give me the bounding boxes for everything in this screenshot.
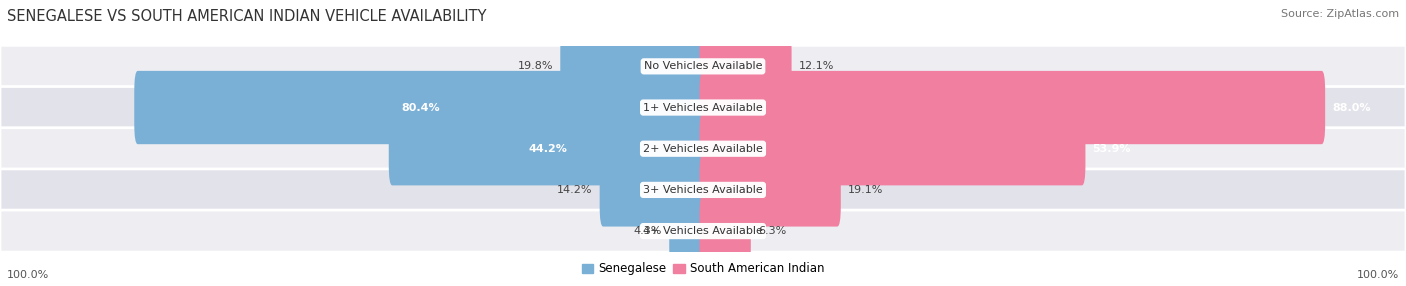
Text: SENEGALESE VS SOUTH AMERICAN INDIAN VEHICLE AVAILABILITY: SENEGALESE VS SOUTH AMERICAN INDIAN VEHI… — [7, 9, 486, 23]
Text: 53.9%: 53.9% — [1092, 144, 1130, 154]
Text: 100.0%: 100.0% — [7, 270, 49, 280]
Text: No Vehicles Available: No Vehicles Available — [644, 61, 762, 71]
Text: 4+ Vehicles Available: 4+ Vehicles Available — [643, 226, 763, 236]
FancyBboxPatch shape — [0, 210, 1406, 252]
Text: 19.1%: 19.1% — [848, 185, 883, 195]
Text: Source: ZipAtlas.com: Source: ZipAtlas.com — [1281, 9, 1399, 19]
FancyBboxPatch shape — [0, 128, 1406, 170]
Text: 100.0%: 100.0% — [1357, 270, 1399, 280]
Text: 44.2%: 44.2% — [529, 144, 567, 154]
FancyBboxPatch shape — [388, 112, 707, 185]
Text: 3+ Vehicles Available: 3+ Vehicles Available — [643, 185, 763, 195]
FancyBboxPatch shape — [560, 30, 707, 103]
FancyBboxPatch shape — [0, 45, 1406, 87]
FancyBboxPatch shape — [700, 112, 1085, 185]
Text: 12.1%: 12.1% — [799, 61, 834, 71]
Text: 19.8%: 19.8% — [517, 61, 554, 71]
FancyBboxPatch shape — [599, 153, 707, 227]
FancyBboxPatch shape — [700, 194, 751, 268]
Legend: Senegalese, South American Indian: Senegalese, South American Indian — [576, 258, 830, 280]
FancyBboxPatch shape — [134, 71, 707, 144]
FancyBboxPatch shape — [700, 153, 841, 227]
Text: 4.3%: 4.3% — [634, 226, 662, 236]
Text: 6.3%: 6.3% — [758, 226, 786, 236]
Text: 88.0%: 88.0% — [1333, 103, 1371, 112]
FancyBboxPatch shape — [700, 30, 792, 103]
FancyBboxPatch shape — [700, 71, 1324, 144]
FancyBboxPatch shape — [0, 169, 1406, 211]
Text: 14.2%: 14.2% — [557, 185, 593, 195]
Text: 1+ Vehicles Available: 1+ Vehicles Available — [643, 103, 763, 112]
FancyBboxPatch shape — [0, 87, 1406, 128]
Text: 2+ Vehicles Available: 2+ Vehicles Available — [643, 144, 763, 154]
Text: 80.4%: 80.4% — [401, 103, 440, 112]
FancyBboxPatch shape — [669, 194, 707, 268]
